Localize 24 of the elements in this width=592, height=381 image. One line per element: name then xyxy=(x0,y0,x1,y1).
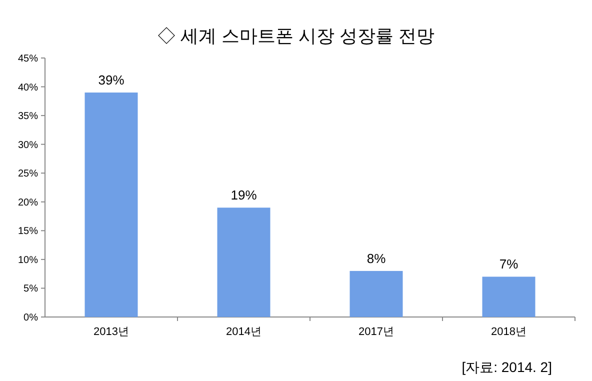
x-tick-label: 2014년 xyxy=(226,326,262,338)
y-tick-label: 25% xyxy=(18,168,38,180)
bar xyxy=(217,208,270,317)
x-tick-label: 2018년 xyxy=(491,326,526,338)
x-tick-label: 2017년 xyxy=(358,326,394,338)
bar xyxy=(84,92,138,317)
x-tick-label: 2013년 xyxy=(94,326,129,338)
y-tick-label: 40% xyxy=(18,82,38,94)
data-label: 39% xyxy=(98,72,125,88)
data-label: 8% xyxy=(366,250,386,266)
bar xyxy=(350,270,403,317)
data-label: 19% xyxy=(230,188,258,203)
y-tick-label: 35% xyxy=(18,111,38,122)
y-tick-label: 20% xyxy=(18,197,38,208)
y-tick-label: 5% xyxy=(24,284,38,295)
y-tick-label: 45% xyxy=(18,54,38,64)
y-tick-label: 10% xyxy=(18,254,38,266)
chart-title: ◇ 세계 스마트폰 시장 성장률 전망 xyxy=(157,26,435,46)
data-label: 7% xyxy=(499,256,519,272)
text: [자료: 2014. 2] xyxy=(462,359,552,375)
bar xyxy=(482,276,536,317)
y-tick-label: 15% xyxy=(18,226,38,238)
y-tick-label: 30% xyxy=(18,140,38,151)
y-tick-label: 0% xyxy=(24,312,38,324)
